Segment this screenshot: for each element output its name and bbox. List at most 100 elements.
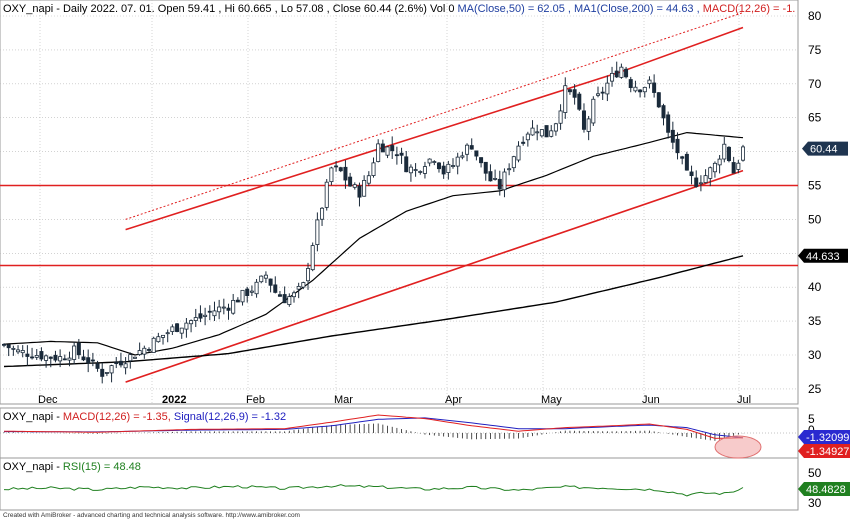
ma200-badge: 44.633 — [798, 248, 848, 263]
signal-badge-shape — [798, 430, 850, 444]
candle-body — [432, 161, 437, 163]
candle-body — [175, 323, 180, 332]
signal-badge: -1.32099 — [798, 430, 850, 444]
candle-body — [212, 310, 217, 317]
candle-body — [291, 292, 296, 298]
candle-body — [193, 317, 198, 321]
candle-body — [109, 365, 114, 374]
header-date: 2022. 07. 01. — [90, 3, 154, 15]
candle-body — [408, 166, 413, 174]
candle-body — [137, 350, 142, 355]
price-tick-label: 65 — [808, 111, 822, 125]
candle-body — [380, 143, 385, 153]
candle-body — [263, 274, 268, 279]
candle-body — [465, 144, 470, 155]
price-tick-label: 80 — [808, 9, 822, 23]
candle-body — [436, 162, 441, 170]
candle-body — [142, 347, 147, 355]
candle-body — [329, 167, 334, 183]
macd-label-symbol: OXY_napi - — [3, 411, 63, 423]
candle-body — [553, 123, 558, 132]
price-tick-label: 70 — [808, 77, 822, 91]
candles — [2, 61, 746, 384]
candle-body — [151, 337, 156, 353]
candle-body — [2, 343, 7, 346]
candle-body — [422, 166, 427, 174]
macd-highlight-ellipse — [714, 435, 762, 459]
rsi-line — [3, 484, 744, 497]
candle-body — [282, 294, 287, 304]
candle-body — [235, 299, 240, 303]
chart-header: OXY_napi - Daily 2022. 07. 01. Open 59.4… — [3, 3, 795, 15]
candle-body — [591, 98, 596, 124]
ma200-badge-text: 44.633 — [806, 251, 840, 263]
candle-body — [58, 356, 63, 362]
candle-body — [343, 166, 348, 181]
candle-body — [226, 307, 231, 311]
candle-body — [81, 356, 86, 361]
candle-body — [530, 127, 535, 136]
axes: 807570656055504540353025Dec2022FebMarApr… — [38, 9, 822, 510]
candle-body — [90, 359, 95, 362]
candle-body — [231, 299, 236, 314]
candle-body — [296, 285, 301, 290]
signal-badge-text: -1.32099 — [806, 432, 849, 444]
candle-body — [315, 219, 320, 245]
header-timeframe: Daily — [63, 3, 88, 15]
time-tick-label: 2022 — [162, 394, 186, 406]
candle-body — [502, 171, 507, 191]
candle-body — [146, 349, 151, 351]
candle-body — [249, 290, 254, 293]
candle-body — [39, 351, 44, 360]
candle-body — [451, 165, 456, 167]
candle-body — [712, 162, 717, 173]
candle-body — [446, 163, 451, 173]
candle-body — [114, 362, 119, 365]
rsi-series — [3, 484, 744, 497]
candle-body — [348, 176, 353, 187]
grid — [0, 0, 798, 404]
candle-body — [549, 130, 554, 137]
macd-line — [3, 414, 743, 439]
candle-body — [511, 156, 516, 169]
rsi-badge: 48.4828 — [798, 482, 850, 496]
candle-body — [179, 327, 184, 334]
candle-body — [357, 185, 362, 198]
candle-body — [123, 363, 128, 369]
last-close-badge-text: 60.44 — [810, 144, 838, 156]
price-panel — [0, 0, 799, 405]
candle-body — [619, 66, 624, 78]
candle-body — [48, 356, 53, 359]
candle-body — [287, 296, 292, 305]
candle-body — [516, 145, 521, 161]
candle-body — [189, 320, 194, 325]
candle-body — [572, 89, 577, 98]
candle-body — [399, 152, 404, 156]
candle-body — [539, 129, 544, 137]
macd-label: MACD(12,26) = -1.35, — [63, 411, 171, 423]
candle-body — [20, 350, 25, 354]
candle-body — [268, 278, 273, 286]
candle-body — [581, 110, 586, 130]
candle-body — [86, 357, 91, 364]
candle-body — [62, 358, 67, 361]
header-low: Lo 57.08 — [281, 3, 324, 15]
ma200-badge-shape — [798, 248, 848, 263]
candle-body — [221, 306, 226, 309]
candle-body — [675, 138, 680, 154]
candle-body — [558, 110, 563, 124]
macd-badge: -1.34927 — [798, 444, 850, 458]
candle-body — [53, 354, 58, 361]
header-ma50: MA(Close,50) = 62.05 — [458, 3, 565, 15]
candle-body — [72, 345, 77, 360]
candle-body — [666, 114, 671, 133]
time-tick-label: Mar — [334, 394, 353, 406]
candle-body — [184, 322, 189, 330]
candle-body — [418, 171, 423, 173]
candle-body — [479, 157, 484, 164]
candle-body — [385, 146, 390, 156]
candle-body — [170, 326, 175, 332]
candle-body — [535, 131, 540, 134]
